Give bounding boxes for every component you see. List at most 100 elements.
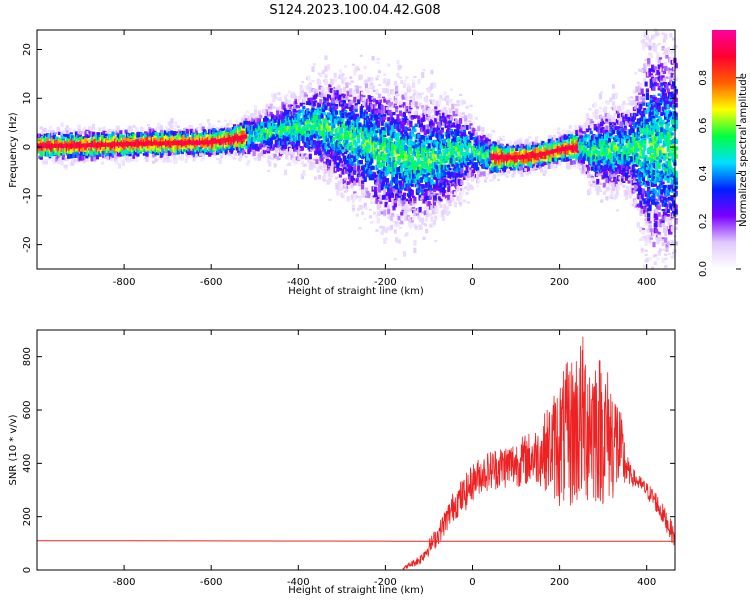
heatmap-cell	[378, 188, 382, 193]
heatmap-cell	[371, 97, 375, 100]
heatmap-cell	[375, 182, 379, 186]
heatmap-cell	[226, 123, 230, 127]
heatmap-cell	[310, 148, 314, 152]
heatmap-cell	[341, 73, 345, 76]
heatmap-cell	[327, 129, 331, 132]
heatmap-cell	[404, 209, 408, 215]
heatmap-cell	[172, 153, 177, 158]
heatmap-cell	[294, 158, 298, 165]
heatmap-cell	[204, 145, 208, 150]
heatmap-cell	[410, 115, 414, 118]
heatmap-cell	[413, 239, 417, 246]
heatmap-cell	[269, 103, 273, 110]
heatmap-cell	[201, 156, 205, 160]
heatmap-cell	[389, 101, 393, 106]
heatmap-cell	[371, 188, 375, 195]
heatmap-cell	[366, 162, 370, 166]
heatmap-cell	[297, 139, 301, 143]
heatmap-cell	[422, 147, 426, 151]
heatmap-cell	[391, 172, 395, 178]
heatmap-cell	[261, 109, 265, 113]
heatmap-cell	[351, 112, 356, 116]
heatmap-cell	[255, 157, 259, 161]
heatmap-cell	[131, 144, 135, 148]
heatmap-cell	[157, 122, 161, 126]
heatmap-cell	[133, 150, 137, 155]
heatmap-cell	[344, 183, 348, 187]
heatmap-cell	[413, 197, 417, 202]
heatmap-cell	[378, 84, 382, 87]
heatmap-cell	[350, 166, 354, 170]
heatmap-cell	[417, 78, 421, 85]
heatmap-cell	[269, 111, 273, 116]
heatmap-cell	[63, 136, 67, 139]
heatmap-cell	[353, 180, 357, 186]
heatmap-cell	[431, 130, 435, 137]
heatmap-cell	[349, 92, 353, 96]
heatmap-cell	[398, 76, 403, 80]
heatmap-cell	[111, 131, 115, 137]
heatmap-cell	[56, 160, 60, 165]
heatmap-cell	[346, 90, 350, 97]
heatmap-cell	[392, 206, 396, 211]
heatmap-cell	[331, 94, 335, 100]
heatmap-cell	[408, 85, 412, 91]
heatmap-cell	[363, 176, 367, 180]
heatmap-cell	[376, 57, 380, 61]
heatmap-cell	[278, 97, 282, 102]
heatmap-cell	[408, 89, 412, 93]
heatmap-cell	[331, 162, 335, 167]
heatmap-cell	[421, 211, 425, 214]
heatmap-cell	[402, 120, 406, 125]
heatmap-cell	[304, 157, 308, 160]
heatmap-cell	[401, 199, 405, 203]
heatmap-cell	[321, 129, 325, 134]
heatmap-cell	[363, 202, 367, 209]
heatmap-cell	[257, 156, 261, 161]
heatmap-cell	[325, 146, 329, 150]
heatmap-cell	[192, 157, 196, 162]
heatmap-cell	[324, 74, 328, 79]
heatmap-cell	[422, 199, 426, 204]
heatmap-cell	[374, 114, 378, 120]
heatmap-cell	[423, 129, 427, 136]
heatmap-cell	[388, 157, 392, 162]
heatmap-cell	[387, 63, 391, 67]
heatmap-cell	[273, 115, 277, 119]
heatmap-cell	[404, 92, 408, 97]
heatmap-cell	[342, 87, 346, 92]
heatmap-cell	[332, 100, 336, 104]
heatmap-cell	[430, 205, 434, 210]
heatmap-cell	[396, 60, 400, 65]
heatmap-cell	[398, 180, 403, 185]
heatmap-cell	[253, 123, 258, 130]
heatmap-cell	[431, 209, 435, 215]
heatmap-cell	[413, 93, 417, 96]
heatmap-cell	[349, 169, 353, 175]
heatmap-cell	[422, 117, 426, 122]
heatmap-cell	[257, 153, 261, 158]
heatmap-cell	[300, 87, 305, 93]
heatmap-cell	[124, 129, 128, 134]
heatmap-cell	[302, 105, 306, 110]
heatmap-cell	[243, 153, 247, 156]
heatmap-cell	[387, 123, 391, 130]
heatmap-cell	[401, 127, 405, 133]
heatmap-cell	[323, 172, 327, 178]
heatmap-cell	[329, 131, 333, 136]
heatmap-cell	[412, 94, 416, 100]
heatmap-cell	[142, 148, 146, 153]
heatmap-cell	[363, 178, 367, 182]
heatmap-cell	[363, 168, 367, 174]
heatmap-cell	[392, 111, 396, 116]
heatmap-cell	[95, 154, 99, 160]
heatmap-cell	[265, 133, 269, 139]
heatmap-cell	[384, 237, 388, 241]
heatmap-cell	[374, 186, 378, 193]
heatmap-cell	[225, 149, 229, 155]
heatmap-cell	[391, 202, 395, 209]
heatmap-cell	[347, 184, 352, 189]
heatmap-cell	[323, 179, 327, 182]
heatmap-cell	[388, 184, 392, 187]
heatmap-cell	[357, 165, 361, 172]
